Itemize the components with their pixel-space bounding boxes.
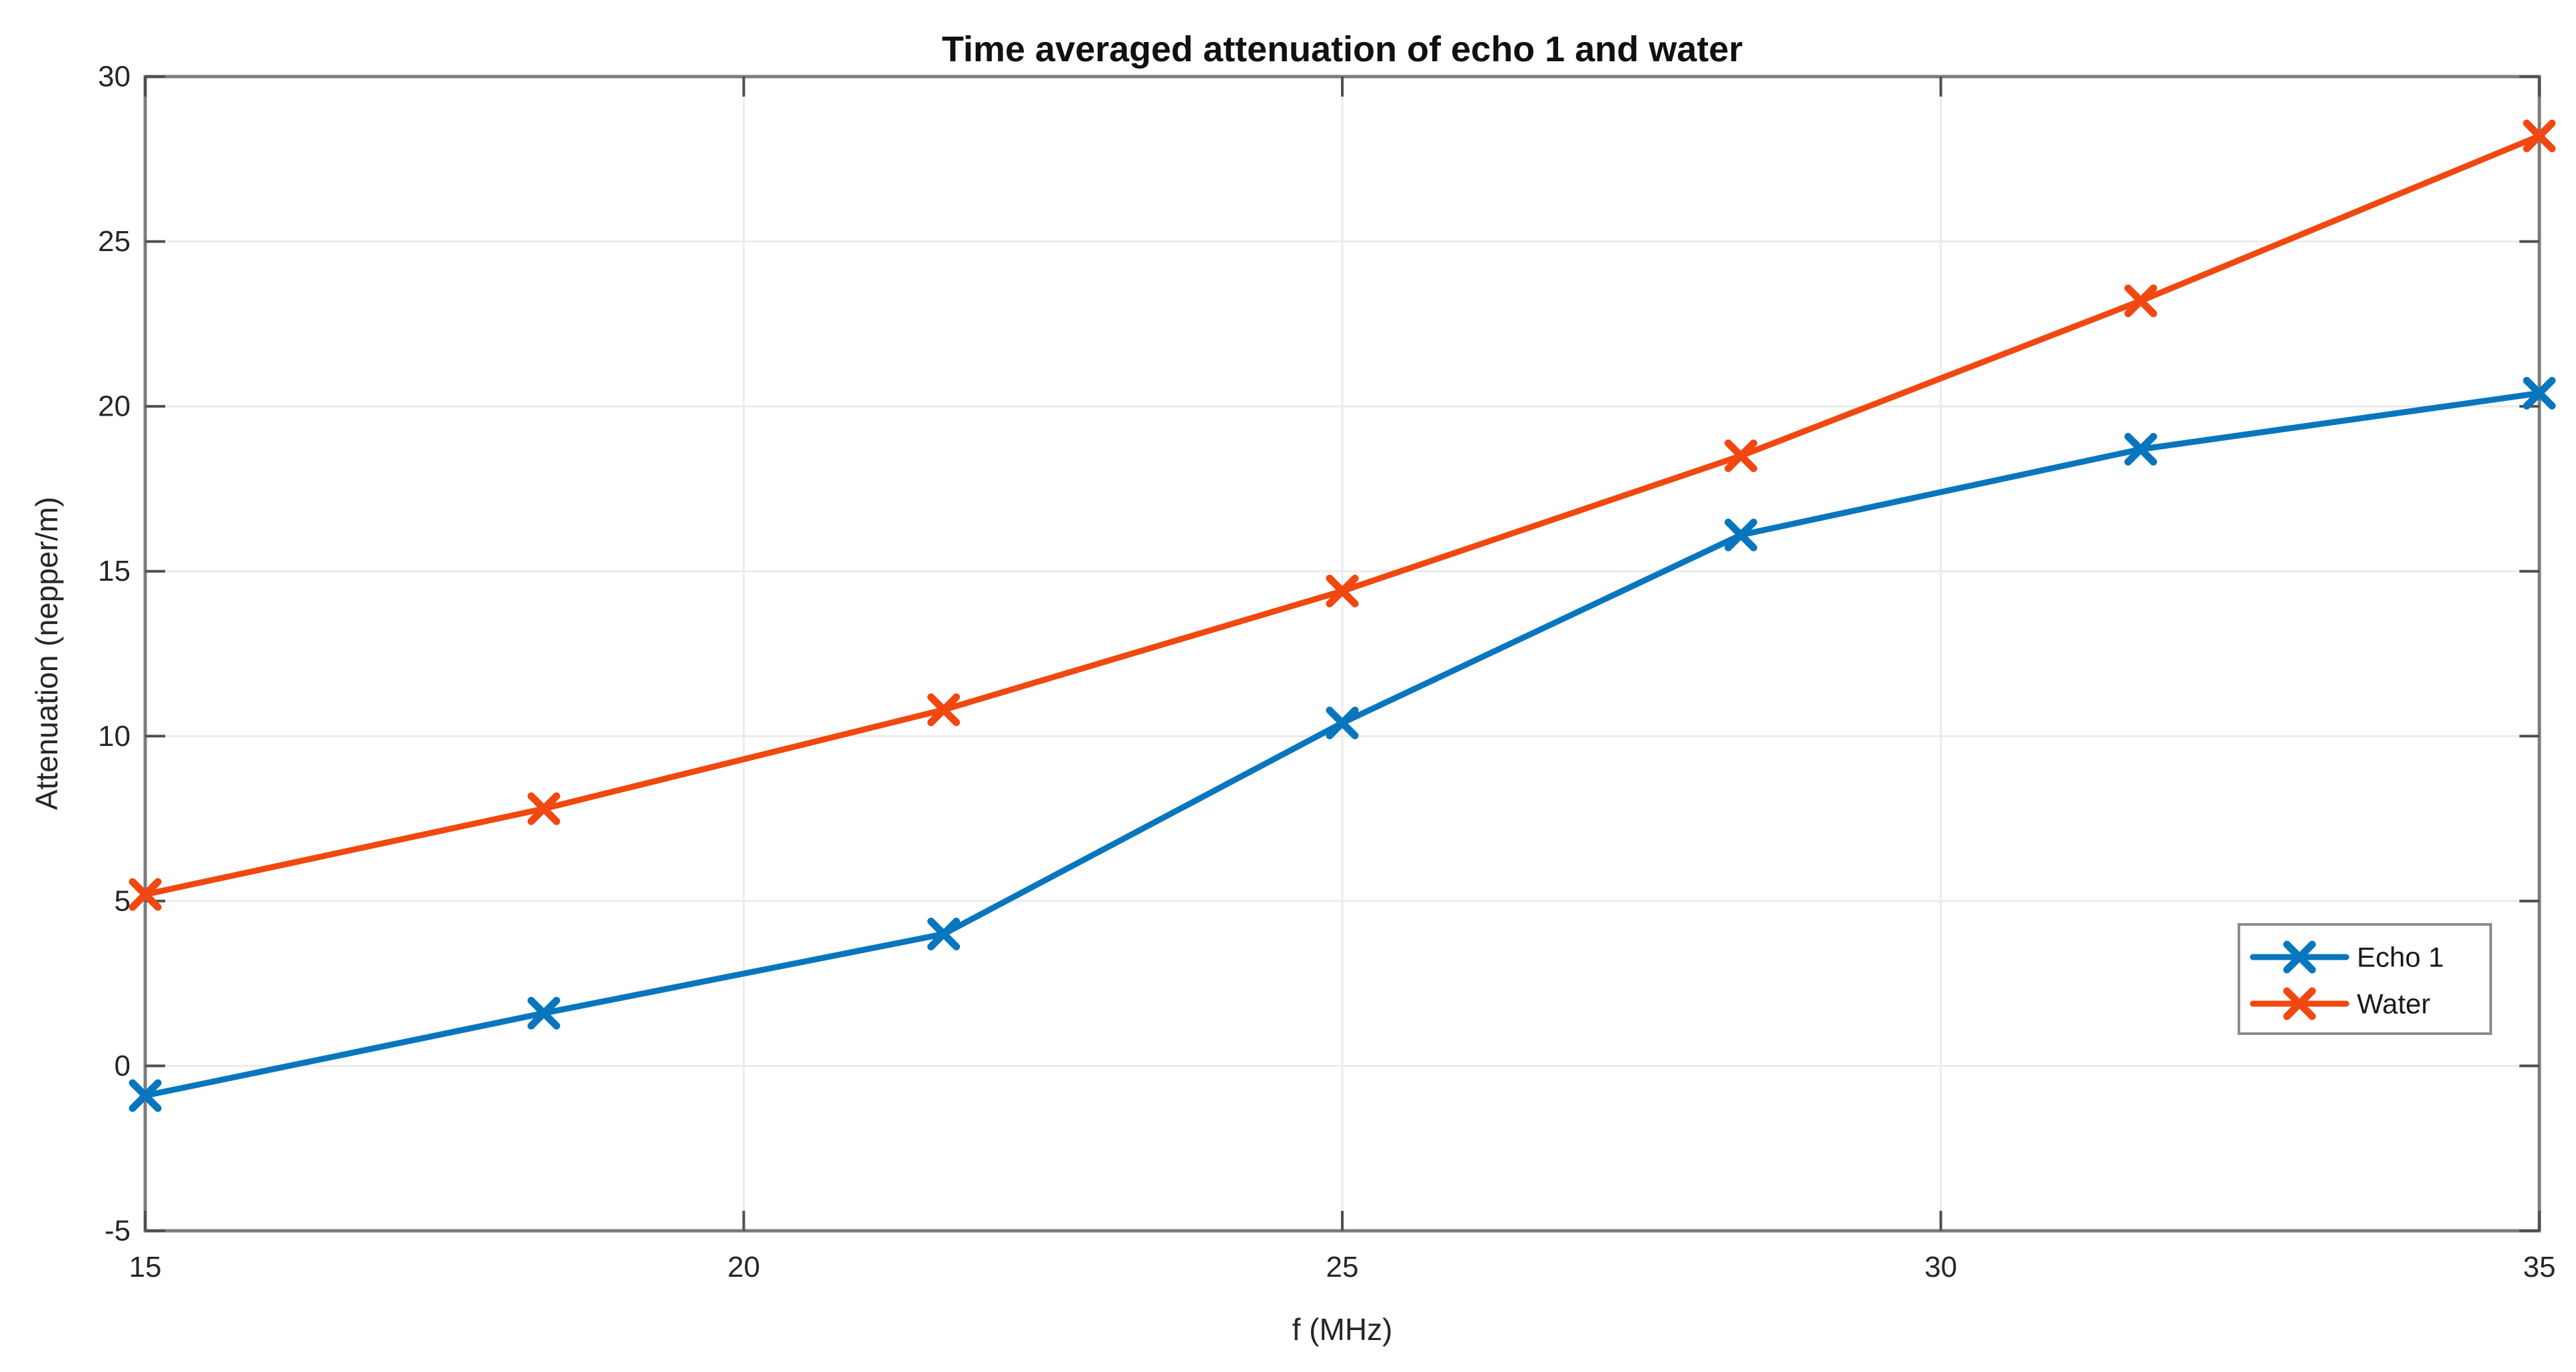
marker-x-echo-1 [1724,518,1757,551]
y-tick-label: 25 [98,225,131,258]
legend-label-water: Water [2357,988,2430,1020]
x-tick-label: 35 [2523,1251,2556,1283]
marker-x-echo-1 [927,917,961,950]
x-tick-label: 20 [727,1251,760,1283]
legend-box [2238,923,2492,1035]
legend-label-echo-1: Echo 1 [2357,942,2444,973]
x-axis-label: f (MHz) [1292,1312,1393,1347]
marker-x-water [2124,284,2158,318]
legend-marker-x [2283,987,2316,1020]
x-tick-label: 25 [1326,1251,1359,1283]
legend-marker-x [2283,940,2316,974]
y-tick-label: 20 [98,390,131,423]
y-axis-label: Attenuation (nepper/m) [29,497,64,811]
tick-labels: 15 20 25 30 35 -5 0 5 10 15 20 25 30 [98,61,2555,1284]
marker-x-echo-1 [527,996,560,1030]
marker-x-water [1326,574,1359,607]
y-tick-label: 15 [98,555,131,587]
marker-x-echo-1 [2124,433,2158,466]
marker-x-echo-1 [2523,376,2556,410]
marker-x-water [1724,439,1757,472]
legend-sample-echo-1 [2250,940,2350,974]
marker-x-echo-1 [129,1079,162,1112]
marker-x-water [2523,119,2556,153]
marker-x-echo-1 [1326,706,1359,739]
x-tick-label: 15 [129,1251,162,1283]
y-tick-label: -5 [105,1215,131,1247]
y-tick-label: 10 [98,720,131,753]
marker-x-water [927,693,961,727]
y-tick-label: 30 [98,61,131,93]
y-tick-label: 5 [115,884,131,917]
gridlines [145,77,2539,1231]
chart-title: Time averaged attenuation of echo 1 and … [942,29,1743,69]
y-tick-label: 0 [115,1050,131,1082]
legend-sample-water [2250,987,2350,1020]
legend: Echo 1 Water [2238,923,2492,1035]
marker-x-water [527,792,560,825]
marker-x-water [129,878,162,911]
data-series [129,119,2556,1112]
x-tick-label: 30 [1925,1251,1957,1283]
legend-samples [2250,940,2350,1020]
